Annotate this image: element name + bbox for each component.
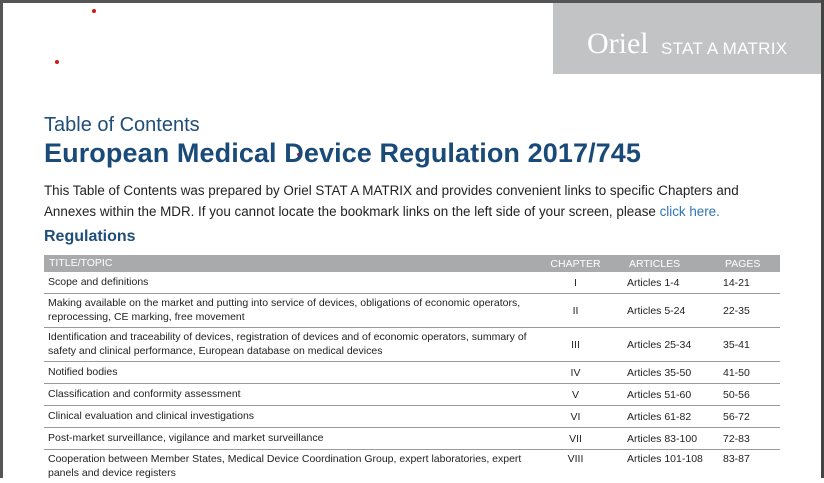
annotation-dot: [297, 153, 300, 156]
row-title[interactable]: Clinical evaluation and clinical investi…: [48, 409, 255, 422]
brand-subtitle: STAT A MATRIX: [661, 39, 788, 58]
header-chapter: CHAPTER: [550, 257, 601, 270]
table-header: TITLE/TOPIC CHAPTER ARTICLES PAGES: [44, 255, 780, 272]
row-chapter: V: [571, 388, 579, 401]
header-title: TITLE/TOPIC: [49, 256, 113, 269]
row-chapter: II: [572, 304, 579, 317]
row-chapter: VII: [569, 432, 582, 445]
row-articles: Articles 51-60: [627, 388, 692, 401]
toc-table: TITLE/TOPIC CHAPTER ARTICLES PAGES Scope…: [44, 255, 780, 483]
row-title[interactable]: Making available on the market and putti…: [48, 297, 521, 323]
brand-name: Oriel: [587, 27, 649, 60]
row-pages: 50-56: [723, 388, 750, 401]
toc-label: Table of Contents: [44, 114, 200, 136]
row-chapter: VI: [570, 410, 581, 423]
row-articles: Articles 35-50: [627, 366, 692, 379]
table-row[interactable]: Classification and conformity assessment…: [44, 384, 780, 406]
row-title[interactable]: Scope and definitions: [48, 275, 149, 288]
brand-logo: Oriel STAT A MATRIX: [553, 3, 821, 74]
table-row[interactable]: Identification and traceability of devic…: [44, 328, 780, 362]
row-articles: Articles 5-24: [627, 304, 686, 317]
table-row[interactable]: Clinical evaluation and clinical investi…: [44, 406, 780, 428]
row-title[interactable]: Cooperation between Member States, Medic…: [48, 453, 522, 479]
row-title[interactable]: Classification and conformity assessment: [48, 387, 241, 400]
row-chapter: I: [574, 276, 577, 289]
table-row[interactable]: Scope and definitions I Articles 1-4 14-…: [44, 272, 780, 294]
row-chapter: VIII: [567, 453, 584, 465]
row-pages: 14-21: [723, 276, 750, 289]
click-here-link[interactable]: click here.: [659, 204, 720, 219]
row-title[interactable]: Notified bodies: [48, 365, 118, 378]
page-border-left: [0, 0, 3, 478]
annotation-dot: [92, 9, 96, 13]
row-pages: 56-72: [723, 410, 750, 423]
row-title[interactable]: Identification and traceability of devic…: [48, 331, 527, 357]
intro-paragraph: This Table of Contents was prepared by O…: [44, 180, 789, 222]
row-pages: 22-35: [723, 304, 750, 317]
row-pages: 83-87: [723, 453, 750, 465]
page-border-top: [0, 0, 824, 3]
row-chapter: III: [571, 338, 580, 351]
table-row[interactable]: Post-market surveillance, vigilance and …: [44, 428, 780, 450]
row-pages: 41-50: [723, 366, 750, 379]
intro-text: This Table of Contents was prepared by O…: [44, 183, 739, 219]
row-title[interactable]: Post-market surveillance, vigilance and …: [48, 431, 324, 444]
row-pages: 72-83: [723, 432, 750, 445]
row-articles: Articles 61-82: [627, 410, 692, 423]
table-row[interactable]: Notified bodies IV Articles 35-50 41-50: [44, 362, 780, 384]
page-title: European Medical Device Regulation 2017/…: [44, 138, 642, 168]
section-heading: Regulations: [44, 228, 136, 245]
row-articles: Articles 25-34: [627, 338, 692, 351]
annotation-dot: [55, 60, 59, 64]
table-row[interactable]: Cooperation between Member States, Medic…: [44, 450, 780, 483]
table-row[interactable]: Making available on the market and putti…: [44, 294, 780, 328]
header-pages: PAGES: [725, 257, 761, 270]
row-pages: 35-41: [723, 338, 750, 351]
row-chapter: IV: [570, 366, 581, 379]
row-articles: Articles 1-4: [627, 276, 680, 289]
page-border-right: [821, 0, 824, 478]
row-articles: Articles 83-100: [627, 432, 698, 445]
row-articles: Articles 101-108: [627, 453, 703, 465]
header-articles: ARTICLES: [629, 257, 681, 270]
